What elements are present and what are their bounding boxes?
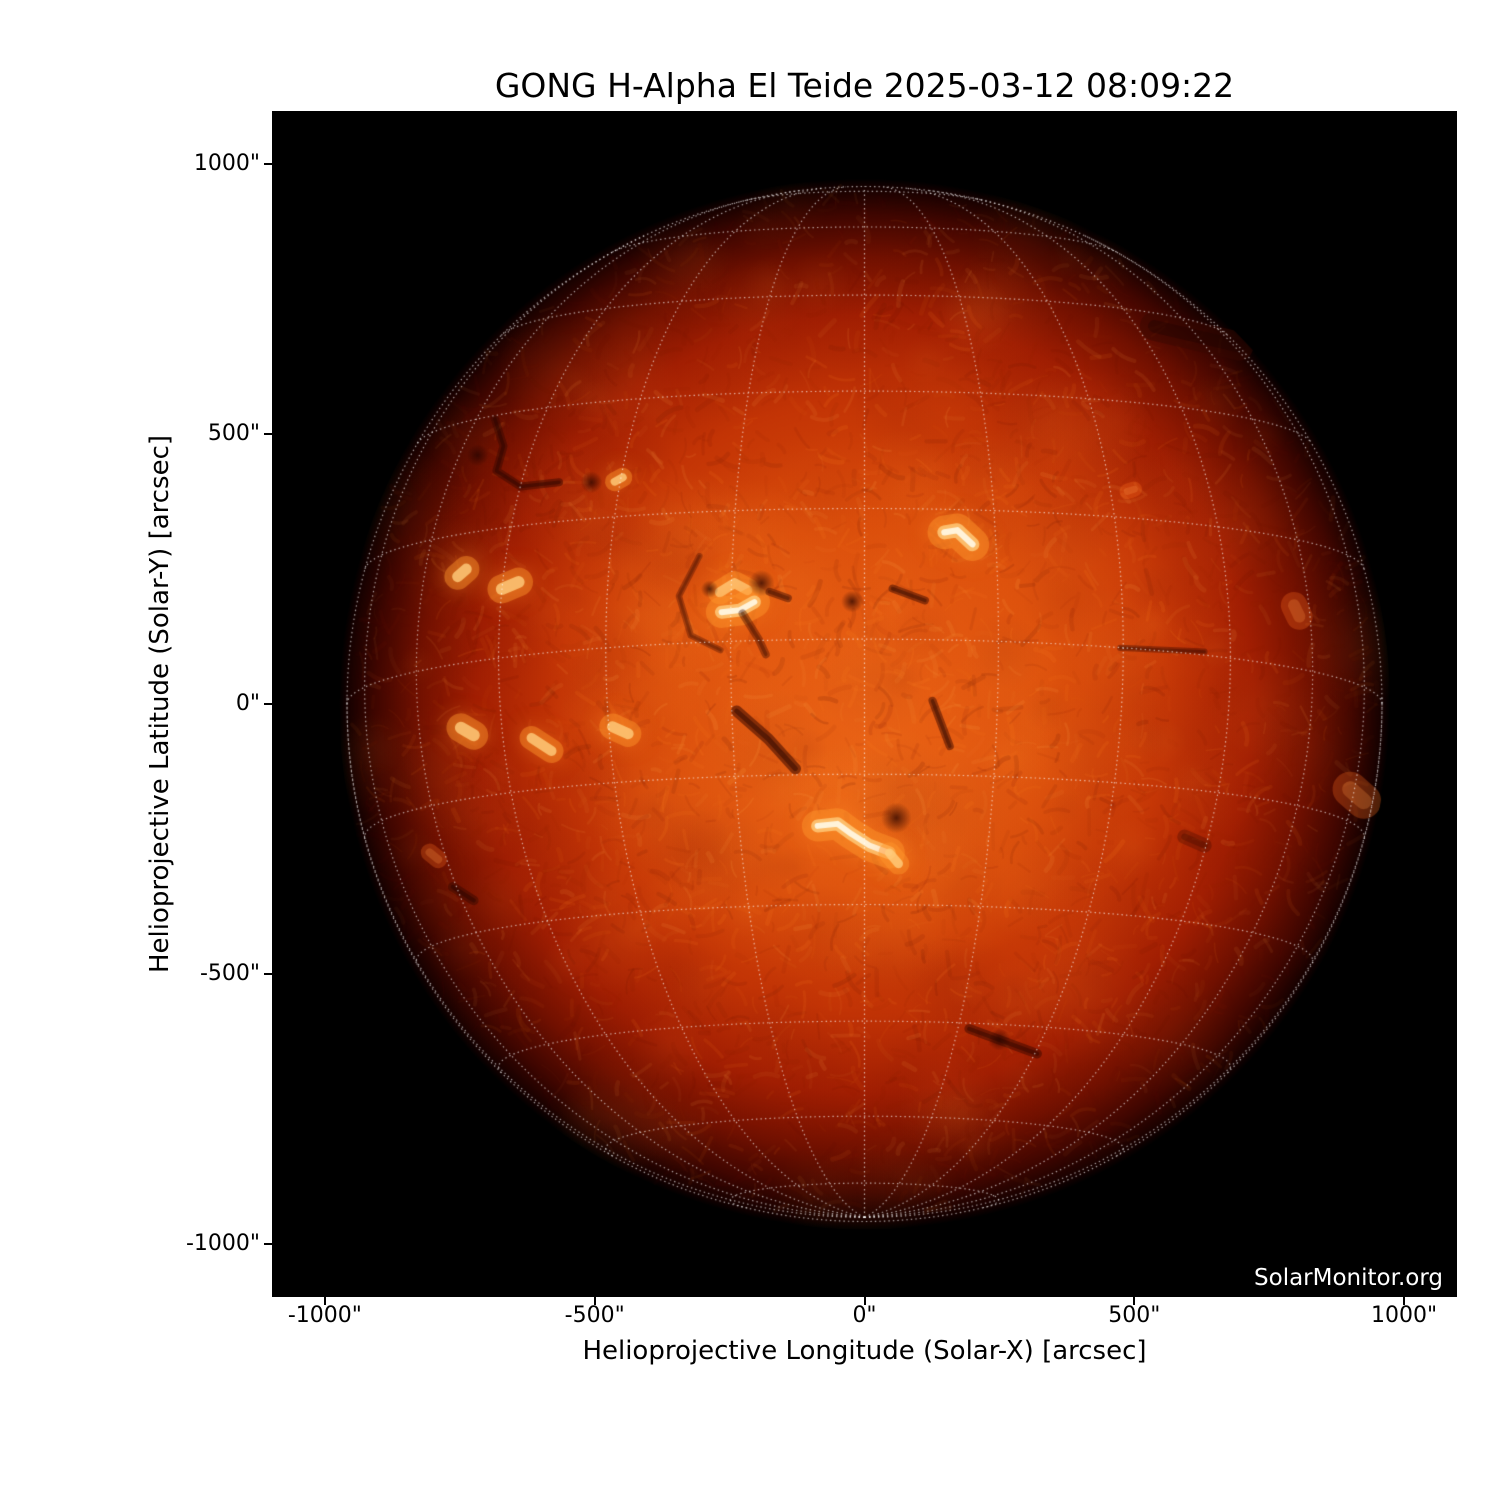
x-tick-mark	[1133, 1297, 1136, 1305]
y-tick-mark	[264, 973, 272, 976]
y-tick-mark	[264, 1243, 272, 1246]
y-tick-mark	[264, 432, 272, 435]
x-tick-label: -1000"	[287, 1303, 362, 1328]
x-tick-label: -500"	[564, 1303, 625, 1328]
y-tick-mark	[264, 703, 272, 705]
solar-disk-canvas	[272, 111, 1457, 1297]
y-tick-label: 0"	[235, 691, 260, 716]
x-tick-label: 1000"	[1371, 1303, 1438, 1328]
x-tick-mark	[323, 1297, 326, 1305]
y-tick-label: 500"	[207, 420, 260, 446]
x-tick-mark	[1403, 1297, 1406, 1305]
x-tick-label: 0"	[852, 1303, 877, 1328]
x-tick-mark	[863, 1297, 866, 1305]
y-tick-label: -500"	[199, 961, 260, 987]
chart-title: GONG H-Alpha El Teide 2025-03-12 08:09:2…	[494, 66, 1235, 105]
x-axis-label: Helioprojective Longitude (Solar-X) [arc…	[582, 1336, 1147, 1366]
y-tick-mark	[264, 162, 272, 165]
watermark-solarmonitor: SolarMonitor.org	[1254, 1265, 1443, 1291]
x-tick-label: 500"	[1108, 1303, 1161, 1328]
x-tick-mark	[593, 1297, 596, 1305]
y-tick-label: -1000"	[185, 1231, 260, 1257]
plot-area: SolarMonitor.org	[272, 111, 1457, 1297]
y-tick-label: 1000"	[193, 150, 260, 176]
